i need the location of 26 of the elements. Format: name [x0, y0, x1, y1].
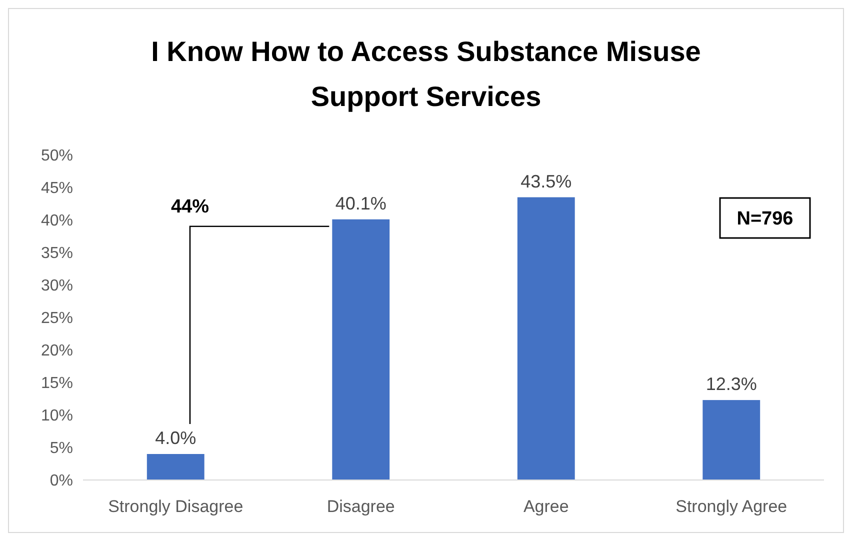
data-label: 43.5% [520, 171, 572, 192]
y-tick-label: 0% [50, 472, 73, 490]
annotation: N=796 [736, 208, 794, 230]
y-tick-label: 30% [40, 278, 73, 295]
y-tick-label: 35% [40, 245, 73, 262]
bar [332, 219, 390, 480]
x-tick-label: Strongly Disagree [108, 497, 244, 516]
y-tick-label: 5% [50, 440, 73, 458]
chart-title: I Know How to Access Substance Misuse Support Services [151, 36, 701, 112]
data-label: 40.1% [335, 193, 386, 214]
y-tick-label: 40% [40, 212, 73, 230]
bar [517, 197, 575, 480]
y-tick-label: 10% [40, 408, 73, 425]
y-tick-label: 45% [40, 180, 73, 198]
x-tick-label: Strongly Agree [676, 497, 788, 516]
bar [702, 400, 760, 480]
y-tick-label: 20% [40, 342, 73, 360]
annotation: 44% [170, 196, 210, 218]
y-tick-label: 15% [40, 375, 73, 392]
y-tick-label: 25% [40, 310, 73, 328]
x-tick-label: Agree [523, 497, 569, 516]
y-tick-label: 50% [40, 148, 73, 165]
x-tick-label: Disagree [326, 497, 395, 516]
data-label: 4.0% [155, 428, 196, 448]
data-label: 12.3% [706, 374, 757, 394]
bar [146, 454, 204, 480]
